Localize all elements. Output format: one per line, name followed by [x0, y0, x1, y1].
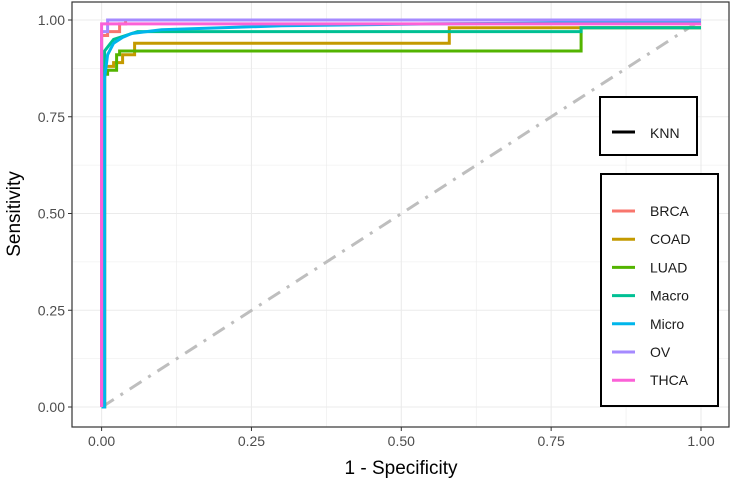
legend-label: COAD [650, 231, 690, 247]
reference-diagonal [101, 18, 702, 409]
legend-label: THCA [650, 372, 689, 388]
x-tick-label: 0.50 [388, 433, 415, 449]
panel-border [71, 1, 730, 428]
legend-label: Macro [650, 288, 689, 304]
y-axis: 0.00 0.25 0.50 0.75 1.00 [38, 12, 72, 415]
x-tick-label: 0.25 [238, 433, 265, 449]
legend-label: LUAD [650, 259, 687, 275]
x-axis: 0.00 0.25 0.50 0.75 1.00 [88, 427, 715, 449]
x-tick-label: 1.00 [687, 433, 714, 449]
legend-label: BRCA [650, 203, 690, 219]
y-tick-label: 0.50 [38, 206, 65, 222]
y-tick-label: 0.75 [38, 109, 65, 125]
legend-label: Micro [650, 316, 684, 332]
roc-curve-thca [100, 22, 701, 407]
x-axis-title: 1 - Specificity [345, 458, 458, 479]
x-tick-label: 0.75 [538, 433, 565, 449]
y-tick-label: 0.00 [38, 399, 65, 415]
legend-label: OV [650, 344, 671, 360]
legend-knn-label: KNN [650, 125, 680, 141]
class-legend: BRCA COAD LUAD Macro Micro OV THCA [600, 173, 719, 407]
y-tick-label: 1.00 [38, 12, 65, 28]
y-axis-title: Sensitivity [4, 171, 25, 257]
y-tick-label: 0.25 [38, 302, 65, 318]
roc-curves [100, 18, 702, 409]
model-legend: KNN [599, 96, 698, 156]
x-tick-label: 0.00 [88, 433, 115, 449]
